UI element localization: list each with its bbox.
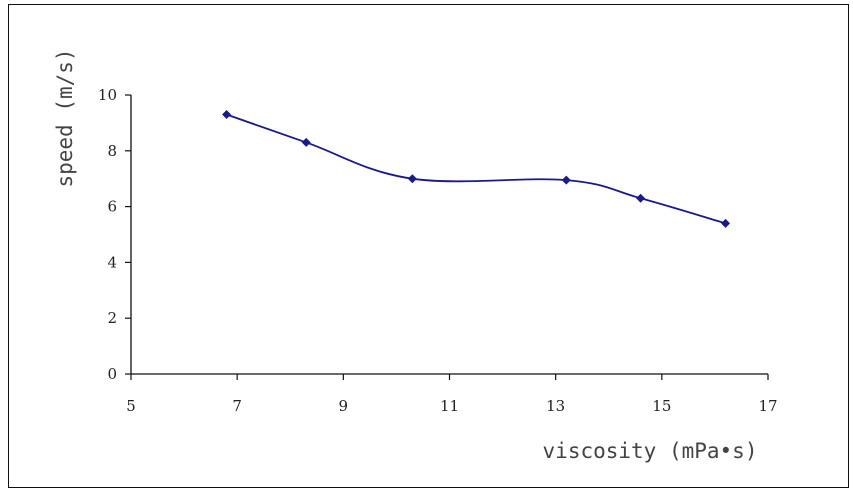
x-tick-label: 7 bbox=[232, 397, 242, 415]
y-tick-label: 8 bbox=[107, 142, 117, 160]
y-tick-label: 0 bbox=[107, 365, 117, 383]
chart-frame bbox=[8, 4, 849, 488]
data-point bbox=[301, 137, 311, 147]
y-axis-title: speed (m/s) bbox=[53, 48, 77, 187]
data-point bbox=[721, 218, 731, 228]
x-tick-label: 17 bbox=[758, 397, 777, 415]
x-ticks: 5 7 9 11 13 15 17 bbox=[126, 374, 778, 415]
series-line bbox=[226, 113, 726, 225]
axes bbox=[130, 95, 768, 375]
y-tick-label: 10 bbox=[98, 86, 117, 104]
y-tick-label: 6 bbox=[107, 198, 117, 216]
y-tick-label: 2 bbox=[107, 309, 117, 327]
y-tick-label: 4 bbox=[107, 253, 117, 271]
x-axis-title: viscosity (mPa•s) bbox=[543, 439, 758, 463]
x-tick-label: 5 bbox=[126, 397, 136, 415]
data-point bbox=[636, 193, 646, 203]
x-tick-label: 9 bbox=[339, 397, 349, 415]
y-ticks: 0 2 4 6 8 10 bbox=[98, 86, 131, 383]
x-tick-label: 13 bbox=[546, 397, 565, 415]
data-point bbox=[407, 174, 417, 184]
x-tick-label: 15 bbox=[652, 397, 671, 415]
data-point bbox=[222, 110, 232, 120]
data-point bbox=[561, 175, 571, 185]
x-tick-label: 11 bbox=[440, 397, 459, 415]
series-group bbox=[222, 110, 731, 228]
